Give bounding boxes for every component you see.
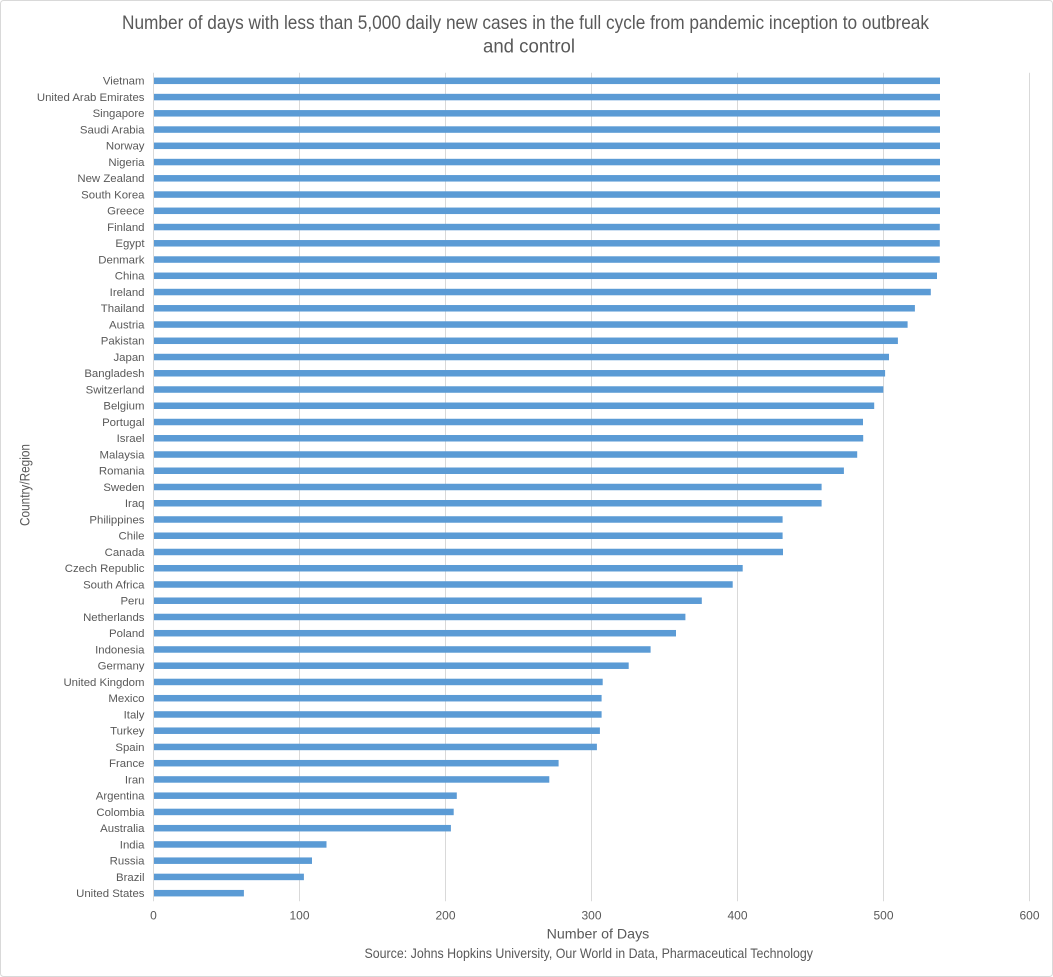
svg-text:Denmark: Denmark: [98, 254, 145, 266]
svg-text:India: India: [120, 839, 145, 851]
svg-text:Spain: Spain: [115, 742, 144, 754]
svg-text:Italy: Italy: [124, 709, 145, 721]
svg-text:Iran: Iran: [125, 774, 145, 786]
svg-text:Number of days with less than: Number of days with less than 5,000 dail…: [122, 13, 929, 34]
svg-text:500: 500: [873, 909, 893, 923]
svg-text:France: France: [109, 758, 144, 770]
svg-text:Austria: Austria: [109, 319, 145, 331]
svg-text:Australia: Australia: [100, 823, 145, 835]
svg-text:Malaysia: Malaysia: [100, 449, 146, 461]
svg-text:Norway: Norway: [106, 141, 145, 153]
svg-text:300: 300: [581, 909, 601, 923]
svg-text:600: 600: [1019, 909, 1039, 923]
svg-text:Singapore: Singapore: [93, 108, 145, 120]
svg-text:United Arab Emirates: United Arab Emirates: [37, 92, 145, 104]
svg-text:200: 200: [435, 909, 455, 923]
svg-text:Switzerland: Switzerland: [86, 384, 145, 396]
svg-text:and control: and control: [483, 36, 575, 57]
svg-text:Japan: Japan: [113, 352, 144, 364]
svg-text:Number of Days: Number of Days: [547, 927, 650, 942]
svg-text:Colombia: Colombia: [96, 807, 145, 819]
svg-text:Philippines: Philippines: [89, 514, 144, 526]
svg-text:China: China: [115, 271, 145, 283]
svg-text:Netherlands: Netherlands: [83, 612, 145, 624]
svg-text:New Zealand: New Zealand: [77, 173, 144, 185]
svg-text:Iraq: Iraq: [125, 498, 145, 510]
svg-text:Canada: Canada: [105, 547, 146, 559]
svg-text:400: 400: [727, 909, 747, 923]
svg-text:Bangladesh: Bangladesh: [84, 368, 144, 380]
svg-text:Egypt: Egypt: [115, 238, 145, 250]
svg-text:Greece: Greece: [107, 206, 144, 218]
svg-text:Argentina: Argentina: [96, 791, 145, 803]
svg-text:100: 100: [289, 909, 309, 923]
svg-text:Sweden: Sweden: [103, 482, 144, 494]
svg-text:Portugal: Portugal: [102, 417, 144, 429]
svg-text:Pakistan: Pakistan: [101, 336, 145, 348]
svg-text:United Kingdom: United Kingdom: [63, 677, 144, 689]
svg-text:South Africa: South Africa: [83, 579, 145, 591]
svg-text:Poland: Poland: [109, 628, 144, 640]
svg-text:Russia: Russia: [110, 856, 145, 868]
svg-text:Mexico: Mexico: [108, 693, 144, 705]
svg-text:United States: United States: [76, 888, 145, 900]
svg-text:Peru: Peru: [120, 596, 144, 608]
svg-text:0: 0: [150, 909, 157, 923]
svg-text:Belgium: Belgium: [103, 401, 144, 413]
svg-text:Source: Johns Hopkins Universi: Source: Johns Hopkins University, Our Wo…: [365, 946, 814, 961]
svg-text:Nigeria: Nigeria: [108, 157, 145, 169]
svg-text:Czech Republic: Czech Republic: [65, 563, 145, 575]
svg-text:Romania: Romania: [99, 466, 145, 478]
svg-text:Israel: Israel: [117, 433, 145, 445]
svg-text:Chile: Chile: [119, 531, 145, 543]
svg-text:Germany: Germany: [98, 661, 145, 673]
svg-text:Turkey: Turkey: [110, 726, 145, 738]
svg-text:South Korea: South Korea: [81, 189, 145, 201]
svg-text:Country/Region: Country/Region: [18, 444, 33, 526]
svg-text:Thailand: Thailand: [101, 303, 145, 315]
svg-text:Brazil: Brazil: [116, 872, 144, 884]
svg-text:Indonesia: Indonesia: [95, 644, 145, 656]
svg-text:Finland: Finland: [107, 222, 144, 234]
svg-text:Ireland: Ireland: [110, 287, 145, 299]
svg-text:Saudi Arabia: Saudi Arabia: [80, 124, 145, 136]
svg-text:Vietnam: Vietnam: [103, 76, 145, 88]
